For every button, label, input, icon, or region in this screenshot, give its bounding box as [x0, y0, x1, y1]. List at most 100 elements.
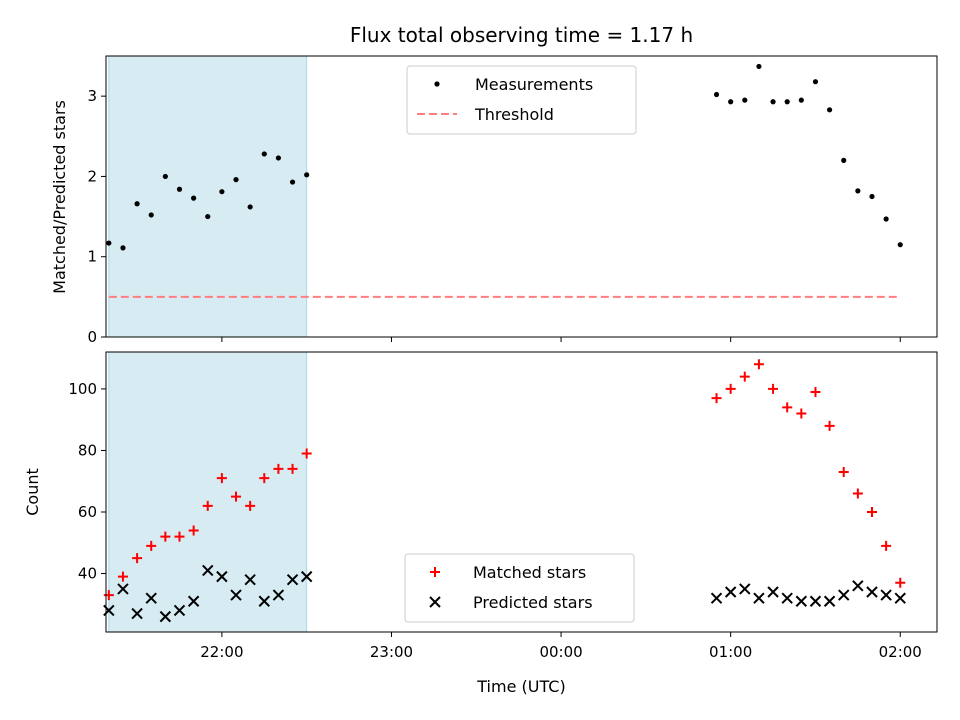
- data-point: [275, 155, 282, 161]
- data-point: [852, 488, 863, 499]
- data-point: [838, 467, 849, 477]
- data-point: [725, 383, 736, 394]
- data-point: [742, 97, 748, 103]
- data-point: [103, 590, 114, 601]
- data-point: [287, 463, 298, 474]
- data-point: [728, 99, 734, 105]
- data-point: [838, 589, 850, 601]
- data-point: [103, 604, 115, 617]
- data-point: [173, 604, 186, 617]
- data-point: [259, 473, 270, 484]
- plot-frame: [105, 351, 938, 633]
- data-point: [261, 151, 267, 157]
- data-point: [272, 589, 285, 601]
- legend: Measurements Threshold: [406, 65, 637, 135]
- data-point: [245, 500, 256, 511]
- data-point: [187, 595, 200, 607]
- data-point: [301, 448, 312, 459]
- data-point: [216, 570, 228, 583]
- data-point: [145, 592, 157, 604]
- series-predicted-stars: [103, 564, 906, 623]
- y-tick-label: 40: [78, 565, 97, 583]
- y-tick-label: 60: [78, 503, 97, 521]
- data-point: [795, 595, 808, 607]
- x-tick-label: 01:00: [709, 643, 752, 661]
- chart-title: Flux total observing time = 1.17 h: [350, 23, 693, 47]
- legend-marker: [430, 567, 440, 577]
- data-point: [753, 359, 764, 370]
- data-point: [841, 157, 847, 163]
- x-tick-label: 22:00: [200, 643, 243, 661]
- data-point: [895, 577, 906, 588]
- data-point: [120, 245, 126, 251]
- data-point: [798, 97, 804, 103]
- top-y-axis-title: Matched/Predicted stars: [50, 100, 69, 294]
- data-point: [881, 540, 892, 551]
- data-point: [739, 371, 750, 382]
- data-point: [711, 393, 722, 404]
- data-point: [160, 531, 171, 542]
- legend-label: Matched stars: [473, 563, 586, 582]
- data-point: [191, 195, 197, 201]
- data-point: [724, 586, 737, 598]
- data-point: [132, 553, 143, 564]
- x-tick-label: 02:00: [879, 643, 922, 661]
- data-point: [273, 463, 284, 474]
- legend-label: Measurements: [475, 75, 593, 94]
- y-tick-label: 2: [87, 167, 97, 185]
- data-point: [131, 607, 143, 620]
- x-tick-label: 23:00: [370, 643, 413, 661]
- data-point: [767, 586, 779, 598]
- data-point: [286, 573, 299, 586]
- data-point: [866, 586, 878, 598]
- y-tick-label: 100: [68, 380, 97, 398]
- data-point: [258, 595, 270, 607]
- data-point: [894, 592, 906, 604]
- data-point: [231, 491, 242, 502]
- legend-marker: [434, 81, 440, 87]
- data-point: [812, 79, 819, 85]
- data-point: [219, 189, 225, 195]
- data-point: [134, 201, 140, 207]
- y-tick-label: 80: [78, 441, 97, 459]
- data-point: [768, 383, 779, 394]
- data-point: [117, 583, 129, 595]
- data-point: [289, 179, 296, 185]
- data-point: [202, 500, 213, 511]
- data-point: [826, 107, 833, 113]
- data-point: [810, 387, 821, 397]
- data-point: [823, 595, 836, 607]
- data-point: [824, 420, 835, 431]
- data-point: [247, 204, 253, 210]
- data-point: [159, 610, 172, 623]
- data-point: [710, 592, 723, 604]
- data-point: [784, 99, 790, 105]
- legend-frame: [404, 553, 635, 623]
- top-panel: 0 1 2 3 Measurements Threshold: [87, 55, 938, 346]
- data-point: [230, 589, 242, 601]
- data-point: [866, 507, 877, 517]
- data-point: [796, 408, 807, 419]
- y-tick-label: 1: [87, 248, 97, 266]
- series-matched-stars: [103, 359, 906, 601]
- data-point: [739, 583, 751, 595]
- data-point: [148, 212, 154, 218]
- data-point: [216, 473, 227, 484]
- data-point: [233, 177, 239, 183]
- data-point: [782, 402, 793, 413]
- data-point: [146, 540, 157, 551]
- series-measurements: [106, 63, 903, 251]
- data-point: [174, 531, 185, 542]
- legend-label: Threshold: [474, 105, 554, 124]
- plot-frame: [105, 55, 938, 338]
- data-point: [300, 570, 313, 583]
- data-point: [770, 99, 776, 105]
- x-tick-label: 00:00: [539, 643, 582, 661]
- y-tick-label: 0: [87, 328, 97, 346]
- data-point: [205, 213, 211, 220]
- data-point: [188, 525, 199, 536]
- data-point: [855, 188, 861, 194]
- legend-marker: [429, 596, 441, 608]
- data-point: [162, 173, 168, 180]
